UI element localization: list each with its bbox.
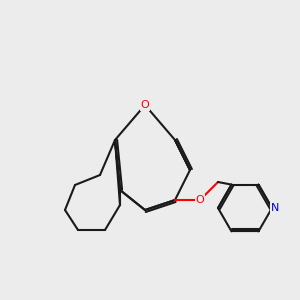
Text: O: O (196, 195, 204, 205)
Text: N: N (271, 203, 279, 213)
Text: O: O (141, 100, 149, 110)
